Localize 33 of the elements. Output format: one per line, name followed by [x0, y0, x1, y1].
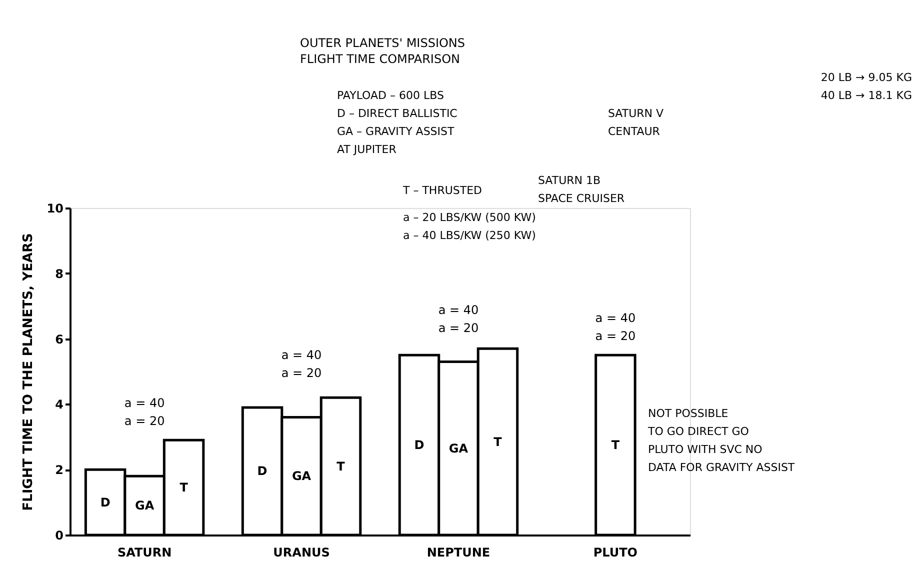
- x-tick-label: SATURN: [117, 546, 172, 560]
- annotation: a = 40 a = 20: [124, 396, 165, 428]
- text: GA: [292, 469, 312, 484]
- y-tick-label: 10: [46, 202, 64, 216]
- text: PAYLOAD – 600 LBS D – DIRECT BALLISTIC GA – GRAVITY ASSIST AT JUPITER: [337, 89, 458, 156]
- text: D: [414, 438, 424, 452]
- chart-title: OUTER PLANETS' MISSIONS FLIGHT TIME COMPARISON: [300, 36, 466, 66]
- text: 20 LB → 9.05 KG 40 LB → 18.1 KG: [820, 71, 912, 102]
- y-tick-label: 2: [55, 463, 64, 478]
- annotation: a = 40 a = 20: [438, 303, 479, 335]
- annotation: NOT POSSIBLE TO GO DIRECT GO PLUTO WITH SVC NO DATA FOR GRAVITY ASSIST: [647, 407, 795, 474]
- annotation: a – 20 LBS/KW (500 KW) a – 40 LBS/KW (250 KW): [403, 211, 536, 242]
- text: SATURN V CENTAUR: [608, 107, 664, 138]
- text: T – THRUSTED: [402, 184, 482, 197]
- y-axis-title: FLIGHT TIME TO THE PLANETS, YEARS: [20, 233, 36, 511]
- y-tick-label: 4: [55, 398, 64, 412]
- text: T: [611, 438, 620, 452]
- text: GA: [448, 441, 468, 456]
- series-label: T: [336, 459, 346, 474]
- series-label: D: [257, 464, 268, 478]
- series-label: GA: [134, 498, 155, 513]
- annotation: a = 40 a = 20: [595, 311, 636, 343]
- x-tick-label: NEPTUNE: [426, 546, 490, 560]
- text: T: [494, 434, 502, 449]
- y-tick-label: 6: [55, 332, 64, 346]
- text: SATURN 1B SPACE CRUISER: [538, 174, 625, 205]
- annotation: a = 40 a = 20: [281, 348, 322, 380]
- y-tick-label: 0: [55, 528, 64, 542]
- y-tick-label: 8: [55, 266, 64, 281]
- x-tick-label: URANUS: [273, 546, 330, 560]
- x-tick-label: PLUTO: [593, 546, 638, 560]
- text: D: [100, 495, 110, 510]
- text: T: [180, 480, 188, 495]
